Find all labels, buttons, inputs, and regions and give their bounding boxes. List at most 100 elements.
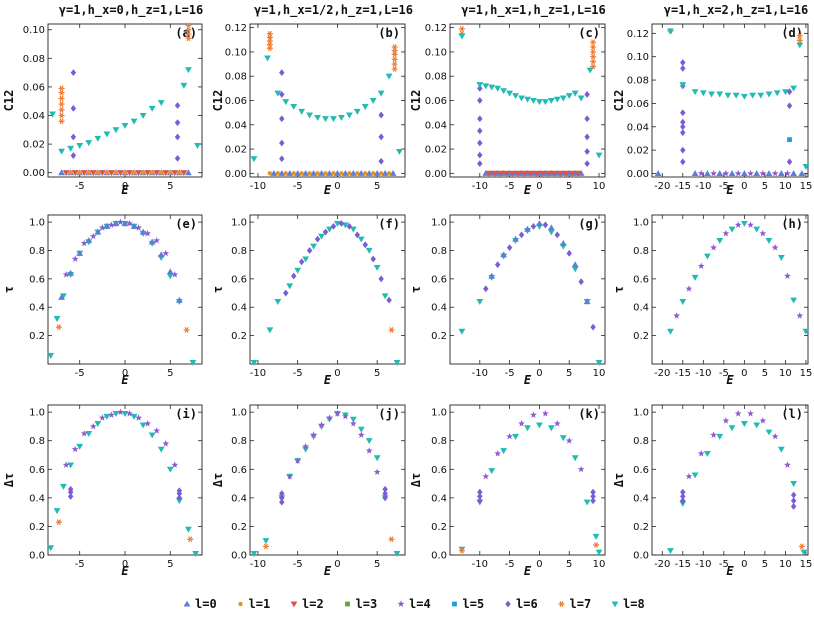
data-point-l2 (135, 170, 142, 177)
y-tick-label: 1.0 (633, 408, 649, 419)
data-point-l8 (667, 548, 674, 555)
data-point-l6 (279, 490, 285, 497)
data-point-l7 (391, 61, 398, 67)
data-point-l8 (121, 122, 129, 129)
data-point-l6 (590, 497, 596, 505)
x-tick-label: -10 (695, 559, 711, 570)
data-point-l8 (699, 90, 707, 97)
data-point-l8 (326, 416, 333, 423)
x-tick-label: 5 (566, 181, 572, 192)
data-point-l8 (130, 413, 138, 420)
data-point-l8 (357, 236, 365, 243)
panel-label: (l) (781, 407, 803, 421)
data-point-l6 (279, 91, 285, 98)
data-point-l4 (673, 312, 681, 319)
data-point-l0 (58, 293, 65, 300)
data-point-l8 (691, 472, 699, 479)
data-point-l8 (716, 91, 724, 98)
data-point-l6 (378, 275, 384, 283)
panel-label: (f) (378, 217, 400, 231)
x-axis-label: E (726, 183, 734, 197)
data-point-l6 (322, 228, 329, 236)
y-tick-label: 0.10 (627, 52, 649, 63)
y-tick-label: 0.2 (633, 522, 649, 533)
data-point-l8 (310, 243, 317, 250)
data-point-l6 (382, 490, 388, 497)
data-point-l0 (765, 170, 773, 177)
data-point-l8 (103, 131, 111, 138)
data-point-l2 (574, 170, 582, 177)
data-point-l4 (796, 312, 804, 319)
data-point-l2 (503, 170, 511, 177)
data-point-l4 (302, 442, 310, 450)
data-point-l8 (704, 253, 711, 260)
data-point-l2 (515, 170, 522, 177)
x-tick-label: 0 (122, 368, 128, 379)
x-tick-label: 10 (779, 181, 792, 192)
y-axis-label: C12 (2, 90, 16, 112)
data-point-l1 (104, 170, 110, 175)
y-axis-label: C12 (211, 90, 225, 112)
legend-label: l=6 (516, 597, 538, 611)
data-point-l1 (291, 171, 296, 176)
data-point-l8 (322, 116, 329, 123)
column-title: γ=1,h_x=2,h_z=1,L=16 (664, 3, 809, 18)
data-point-l6 (290, 272, 297, 280)
data-point-l8 (139, 112, 147, 119)
data-point-l8 (353, 108, 361, 115)
data-point-l6 (477, 139, 483, 147)
data-point-l8 (290, 104, 298, 110)
data-point-l5 (787, 137, 792, 143)
data-point-l4 (310, 431, 318, 438)
data-point-l8 (373, 455, 381, 462)
data-point-l6 (330, 222, 337, 230)
panel-frame (449, 404, 606, 556)
data-point-l6 (477, 497, 483, 505)
data-point-l8 (250, 156, 258, 163)
data-point-l4 (365, 447, 373, 454)
legend-marker (183, 600, 191, 607)
data-point-l4 (294, 457, 302, 464)
y-tick-label: 0.10 (225, 47, 247, 58)
data-point-l4 (107, 221, 115, 228)
data-point-l6 (786, 158, 793, 166)
data-point-l0 (58, 169, 65, 176)
data-point-l8 (777, 446, 785, 453)
data-point-l6 (680, 497, 686, 505)
y-tick-label: 0.12 (425, 23, 447, 34)
y-tick-label: 0.6 (633, 274, 649, 285)
data-point-l4 (80, 239, 88, 247)
data-point-l6 (680, 64, 686, 72)
panel-label: (b) (378, 26, 400, 40)
data-point-l8 (547, 229, 555, 236)
data-point-l7 (590, 49, 597, 55)
data-point-l4 (171, 271, 179, 278)
data-point-l8 (749, 92, 756, 99)
data-point-l6 (279, 139, 285, 147)
data-point-l7 (58, 85, 65, 92)
data-point-l0 (571, 261, 579, 268)
data-point-l4 (577, 465, 585, 473)
y-tick-label: 0.04 (425, 120, 447, 131)
data-point-l6 (176, 487, 183, 495)
data-point-l8 (130, 118, 138, 125)
data-point-l0 (381, 169, 389, 176)
data-point-l2 (533, 170, 540, 177)
x-tick-label: -5 (505, 368, 515, 379)
x-axis-label: E (121, 373, 129, 387)
data-point-l8 (724, 92, 732, 99)
y-tick-label: 0.8 (29, 436, 45, 447)
data-point-l4 (144, 419, 152, 427)
data-point-l8 (765, 237, 773, 244)
data-point-l7 (266, 38, 273, 44)
legend-marker (611, 601, 619, 608)
x-tick-label: 0 (536, 181, 542, 192)
panel-d: -20 -15 -10 -5 0 5 10 15 0.00 0.02 0.04 0.06 0.08 0.1… (612, 23, 812, 197)
data-point-l6 (477, 127, 483, 135)
data-point-l6 (680, 129, 686, 137)
data-point-l4 (759, 169, 767, 177)
data-point-l6 (174, 155, 181, 162)
data-point-l7 (58, 89, 65, 96)
panel-j: -10 -5 0 5 0.0 0.2 0.4 0.6 0.8 1.0 (j) E Δτ (211, 404, 406, 578)
x-tick-label: 5 (167, 559, 173, 570)
